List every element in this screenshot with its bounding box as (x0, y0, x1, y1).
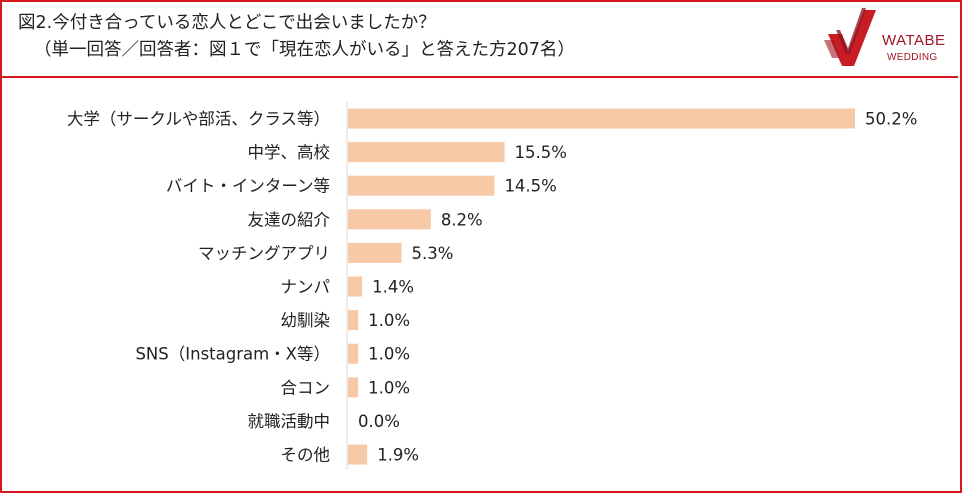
category-label: 中学、高校 (248, 143, 331, 162)
logo-mark-icon (824, 8, 876, 66)
bars (348, 108, 855, 465)
category-label: マッチングアプリ (198, 244, 330, 263)
logo-brand-name: WATABE (882, 32, 946, 49)
category-label: 合コン (281, 378, 331, 397)
category-label: 友達の紹介 (248, 210, 331, 229)
category-label: 就職活動中 (248, 412, 331, 431)
value-labels: 50.2% 15.5% 14.5% 8.2% 5.3% 1.4% 1.0% 1.0% 1.0% 0… (358, 110, 917, 465)
bar (348, 310, 359, 331)
bar (348, 242, 402, 263)
logo-brand-sub: WEDDING (887, 52, 938, 63)
value-label: 5.3% (412, 244, 454, 263)
value-label: 0.0% (358, 412, 400, 431)
value-label: 1.0% (368, 378, 410, 397)
value-label: 15.5% (515, 143, 567, 162)
value-label: 1.0% (368, 345, 410, 364)
category-label: ナンパ (281, 278, 331, 297)
category-label: SNS（Instagram・X等） (135, 345, 330, 364)
category-label: バイト・インターン等 (166, 177, 330, 196)
watabe-wedding-logo (824, 8, 876, 66)
chart-title: 図2.今付き合っている恋人とどこで出会いましたか？ (18, 13, 436, 33)
value-label: 1.4% (372, 278, 414, 297)
value-label: 50.2% (865, 110, 917, 129)
chart-header: 図2.今付き合っている恋人とどこで出会いましたか？ （単一回答／回答者：図１で「… (0, 0, 958, 78)
chart-subtitle: （単一回答／回答者：図１で「現在恋人がいる」と答えた方207名） (34, 40, 575, 60)
category-label: 大学（サークルや部活、クラス等） (67, 110, 330, 129)
category-labels: 大学（サークルや部活、クラス等） 中学、高校バイト・インターン等友達の紹介マッチン… (67, 110, 331, 465)
value-label: 1.9% (377, 446, 419, 465)
bar (348, 108, 855, 129)
bar (348, 209, 431, 230)
bar (348, 444, 368, 465)
value-label: 14.5% (504, 177, 556, 196)
value-label: 1.0% (368, 311, 410, 330)
bar (348, 377, 359, 398)
bar (348, 142, 505, 163)
bar (348, 175, 495, 196)
category-label: 幼馴染 (281, 311, 331, 330)
category-label: その他 (281, 446, 331, 465)
bar (348, 343, 359, 364)
value-label: 8.2% (441, 210, 483, 229)
bar (348, 276, 363, 297)
